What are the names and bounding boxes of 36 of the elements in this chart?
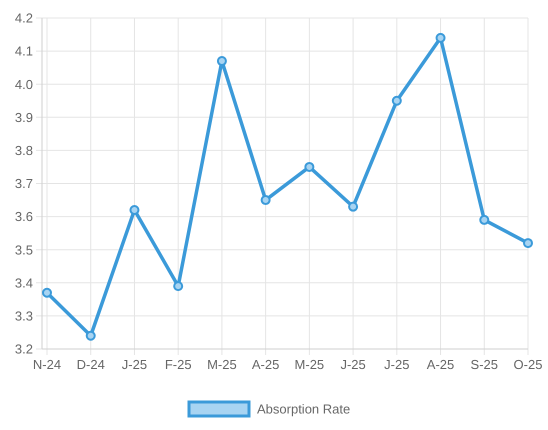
y-tick-label: 4.2 bbox=[14, 10, 33, 26]
point bbox=[523, 238, 533, 248]
x-tick-label: J-25 bbox=[340, 357, 366, 372]
x-tick-label: A-25 bbox=[252, 357, 280, 372]
point bbox=[173, 281, 184, 292]
x-tick-label: J-25 bbox=[122, 357, 148, 372]
x-tick-label: F-25 bbox=[164, 357, 192, 372]
y-tick-label: 3.2 bbox=[14, 342, 33, 357]
x-tick-label: J-25 bbox=[384, 357, 410, 372]
point bbox=[216, 56, 227, 66]
y-tick-label: 3.5 bbox=[14, 242, 33, 258]
point bbox=[479, 214, 490, 225]
y-tick-label: 3.4 bbox=[14, 275, 33, 290]
y-tick-label: 3.3 bbox=[14, 308, 33, 324]
x-tick-label: N-24 bbox=[32, 357, 62, 372]
point bbox=[392, 96, 402, 106]
y-tick-label: 3.9 bbox=[14, 110, 33, 125]
y-tick-label: 4.0 bbox=[14, 76, 33, 92]
legend-label: Absorption Rate bbox=[257, 402, 350, 417]
y-tick-label: 3.7 bbox=[14, 176, 33, 192]
x-tick-label: D-24 bbox=[76, 357, 105, 372]
x-tick-label: O-25 bbox=[514, 357, 542, 372]
x-tick-label: S-25 bbox=[470, 357, 498, 372]
point bbox=[348, 202, 358, 212]
point bbox=[436, 32, 446, 43]
y-tick-label: 3.6 bbox=[14, 209, 33, 224]
x-tick-label: M-25 bbox=[294, 357, 324, 372]
point bbox=[304, 162, 314, 172]
y-tick-label: 4.1 bbox=[14, 44, 33, 59]
y-tick-label: 3.8 bbox=[14, 142, 33, 158]
point bbox=[260, 195, 271, 206]
point bbox=[86, 330, 96, 341]
point bbox=[129, 204, 140, 215]
x-tick-label: A-25 bbox=[426, 357, 454, 372]
x-tick-label: M-25 bbox=[207, 357, 237, 372]
point bbox=[42, 288, 52, 298]
